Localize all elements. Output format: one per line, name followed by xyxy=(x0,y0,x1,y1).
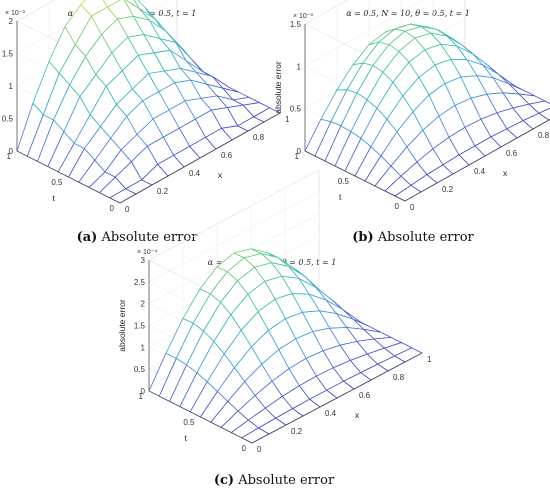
panel-a-t-tick-label: 1 xyxy=(7,152,12,161)
panel-b-x-tick-label: 0.8 xyxy=(538,131,550,140)
panel-b-x-tick-label: 0 xyxy=(410,203,415,212)
panel-a-z-exponent: × 10⁻³ xyxy=(5,10,26,17)
panel-c-x-tick-label: 1 xyxy=(427,355,432,364)
panel-a-z-tick-label: 0.5 xyxy=(2,115,14,124)
panel-c-x-tick-label: 0.4 xyxy=(325,409,337,418)
panel-a-axis-lines xyxy=(16,21,281,204)
panel-b-t-axis-label: t xyxy=(339,192,342,202)
panel-a-t-tick-label: 0.5 xyxy=(51,178,63,187)
panel-b-t-tick-label: 1 xyxy=(295,152,300,161)
panel-b-x-axis-line xyxy=(404,119,550,202)
panel-c-axis-labels: x t absolute error xyxy=(117,299,360,443)
panel-c-x-axis-line xyxy=(251,352,423,444)
panel-b-x-axis-label: x xyxy=(503,168,508,178)
panel-b-axis-labels: x t absolute error xyxy=(273,61,508,202)
panel-b-caption-text: Absolute error xyxy=(377,230,475,245)
panel-c-caption-letter: (c) xyxy=(214,473,234,488)
panel-a-t-axis-line xyxy=(16,150,121,204)
panel-b-z-axis-label: absolute error xyxy=(273,61,283,114)
panel-c-x-tick-label: 0 xyxy=(257,445,262,454)
panel-a-x-axis-label: x xyxy=(218,170,223,180)
panel-a-z-tick-label: 1 xyxy=(9,82,14,91)
panel-b-t-tick-label: 0 xyxy=(395,202,400,211)
panel-a: α = 0.25, N = 10, θ = 0.5, t = 1 00.20.4… xyxy=(2,0,290,245)
panel-c: α = 0.75, N = 10, θ = 0.5, t = 1 00.20.4… xyxy=(117,169,432,488)
panel-c-caption: (c) Absolute error xyxy=(214,473,335,488)
panel-a-z-tick-label: 1.5 xyxy=(2,50,14,59)
panel-a-surface xyxy=(16,0,281,204)
panel-c-z-tick-label: 3 xyxy=(141,256,146,265)
panel-c-z-exponent: × 10⁻⁴ xyxy=(137,249,158,256)
panel-a-z-tick-label: 2 xyxy=(9,17,14,26)
panel-b-z-tick-label: 1 xyxy=(297,62,302,71)
panel-b-surface xyxy=(304,23,550,202)
panel-c-caption-text: Absolute error xyxy=(237,473,335,488)
panel-b-title: α = 0.5, N = 10, θ = 0.5, t = 1 xyxy=(346,9,470,18)
panel-a-caption-text: Absolute error xyxy=(100,230,198,245)
panel-c-axis-lines xyxy=(148,260,423,444)
panel-c-z-tick-label: 2 xyxy=(141,300,146,309)
panel-c-z-axis-label: absolute error xyxy=(117,299,127,352)
panel-a-x-tick-label: 0.2 xyxy=(157,187,169,196)
panel-a-x-axis-line xyxy=(119,112,281,204)
panel-c-z-tick-label: 2.5 xyxy=(134,278,146,287)
panel-b-z-tick-label: 0 xyxy=(297,147,302,156)
panel-b-t-tick-label: 0.5 xyxy=(338,177,350,186)
panel-c-z-tick-label: 0.5 xyxy=(134,365,146,374)
panel-c-surface xyxy=(148,248,423,444)
panel-b-t-axis-line xyxy=(304,150,406,202)
panel-c-t-tick-label: 0 xyxy=(242,444,247,453)
panel-c-z-tick-label: 1.5 xyxy=(134,322,146,331)
panel-a-caption: (a) Absolute error xyxy=(77,230,199,245)
surface-cell xyxy=(538,107,550,121)
panel-a-x-tick-label: 0 xyxy=(125,205,130,214)
panel-b-caption-letter: (b) xyxy=(352,230,373,245)
panel-c-t-tick-label: 0.5 xyxy=(183,418,195,427)
panel-c-x-tick-label: 0.8 xyxy=(393,373,405,382)
panel-c-t-tick-label: 1 xyxy=(139,392,144,401)
panel-a-x-tick-label: 0.6 xyxy=(221,151,233,160)
panel-a-x-tick-label: 0.8 xyxy=(253,133,265,142)
panel-c-z-tick-label: 0 xyxy=(141,387,146,396)
panel-a-z-tick-label: 0 xyxy=(9,147,14,156)
panel-a-t-axis-label: t xyxy=(53,193,56,203)
panel-c-t-axis-line xyxy=(148,390,253,444)
panel-a-caption-letter: (a) xyxy=(77,230,98,245)
panel-b-z-tick-label: 0.5 xyxy=(290,105,302,114)
panel-a-x-tick-label: 1 xyxy=(285,115,290,124)
panel-c-t-axis-label: t xyxy=(185,433,188,443)
panel-b-axis-lines xyxy=(304,24,550,202)
panel-b: α = 0.5, N = 10, θ = 0.5, t = 1 0 0.2 0.4 0… xyxy=(273,0,550,245)
panel-b-x-tick-label: 0.6 xyxy=(506,149,518,158)
panel-b-z-tick-label: 1.5 xyxy=(290,20,302,29)
panel-b-caption: (b) Absolute error xyxy=(352,230,474,245)
panel-c-x-tick-label: 0.6 xyxy=(359,391,371,400)
panel-b-z-exponent: × 10⁻³ xyxy=(293,13,314,20)
panel-c-x-axis-label: x xyxy=(355,410,360,420)
panel-c-x-tick-label: 0.2 xyxy=(291,427,303,436)
panel-b-x-tick-label: 0.2 xyxy=(442,185,454,194)
panel-a-t-tick-label: 0 xyxy=(110,204,115,213)
panel-b-x-tick-label: 0.4 xyxy=(474,167,486,176)
panel-a-x-tick-label: 0.4 xyxy=(189,169,201,178)
panel-c-z-tick-label: 1 xyxy=(141,343,146,352)
